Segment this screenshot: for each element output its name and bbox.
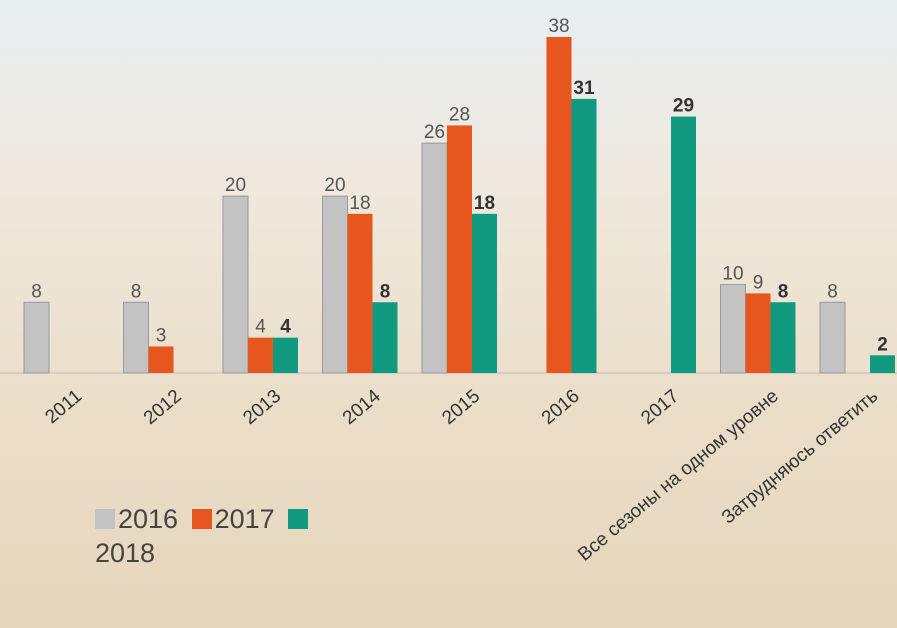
bar — [323, 196, 348, 373]
x-tick-label: 2016 — [538, 386, 584, 429]
bar — [248, 338, 273, 373]
bar — [348, 214, 373, 373]
x-tick-label: 2015 — [438, 386, 484, 429]
x-tick-label: 2011 — [41, 386, 86, 428]
value-label: 10 — [722, 264, 743, 285]
legend-label: 2018 — [95, 538, 155, 568]
legend: 2016 2017 2018 — [95, 502, 345, 570]
bar — [422, 143, 447, 373]
bar — [149, 346, 174, 373]
value-label: 4 — [255, 317, 266, 338]
value-label: 4 — [280, 317, 291, 338]
legend-label: 2017 — [215, 504, 275, 534]
legend-swatch — [95, 509, 115, 529]
value-label: 28 — [449, 104, 470, 125]
value-label: 8 — [380, 281, 391, 302]
bar — [547, 37, 572, 373]
bar — [671, 117, 696, 373]
bar — [820, 302, 845, 373]
bar — [373, 302, 398, 373]
x-tick-label: 2017 — [637, 386, 683, 429]
legend-swatch — [288, 509, 308, 529]
x-tick-label: 2012 — [140, 386, 186, 429]
value-label: 3 — [156, 325, 167, 346]
legend-item: 2016 — [95, 504, 178, 534]
value-label: 18 — [349, 193, 370, 214]
value-label: 20 — [225, 175, 246, 196]
value-label: 8 — [131, 281, 142, 302]
value-label: 8 — [778, 281, 789, 302]
value-label: 8 — [31, 281, 42, 302]
x-tick-label: 2014 — [339, 385, 385, 429]
value-label: 8 — [827, 281, 838, 302]
bar — [572, 99, 597, 373]
value-label: 18 — [474, 193, 495, 214]
legend-item: 2017 — [192, 504, 275, 534]
x-tick-label: 2013 — [239, 386, 285, 429]
x-tick-label: Все сезоны на одном уровне — [574, 386, 783, 566]
bar — [124, 302, 149, 373]
bar — [223, 196, 248, 373]
bar — [472, 214, 497, 373]
value-label: 20 — [324, 175, 345, 196]
value-label: 29 — [673, 96, 694, 117]
legend-swatch — [192, 509, 212, 529]
bar — [870, 355, 895, 373]
value-label: 9 — [753, 272, 764, 293]
value-label: 31 — [573, 78, 595, 99]
value-label: 2 — [877, 334, 888, 355]
bar — [746, 293, 771, 373]
bar — [721, 285, 746, 373]
value-label: 26 — [424, 122, 445, 143]
page: 8201183201220442013201882014262818201538… — [0, 0, 897, 628]
bar — [273, 338, 298, 373]
bar — [771, 302, 796, 373]
legend-label: 2016 — [118, 504, 178, 534]
bar — [447, 125, 472, 373]
bar — [24, 302, 49, 373]
value-label: 38 — [548, 16, 569, 37]
